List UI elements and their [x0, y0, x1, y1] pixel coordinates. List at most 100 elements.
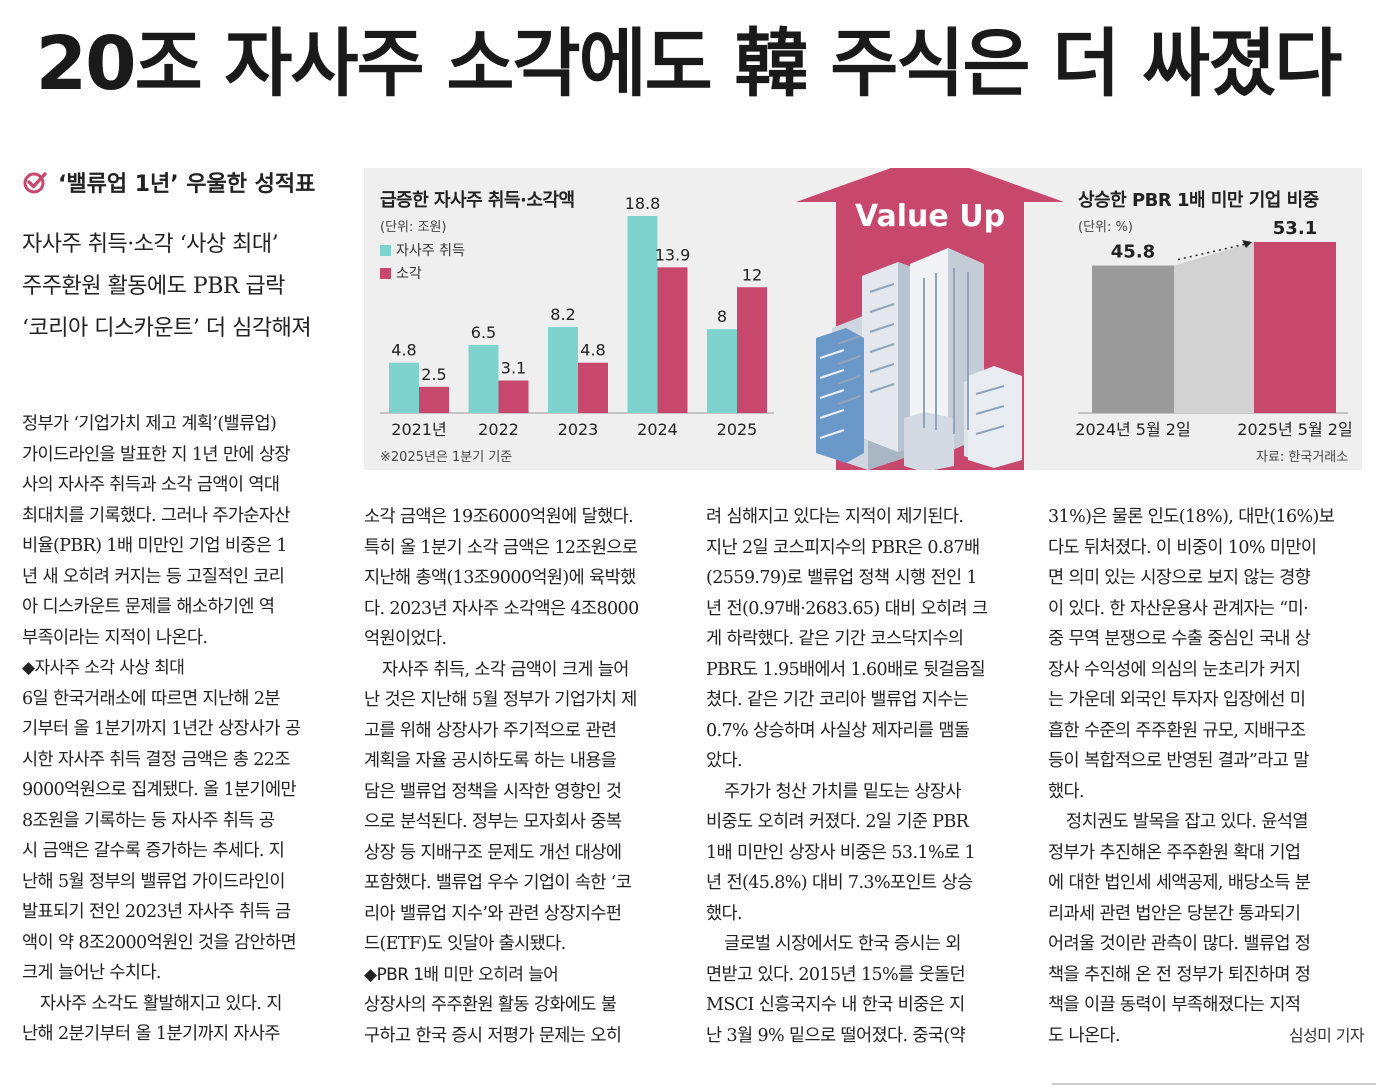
article-column-1: 정부가 ‘기업가치 제고 계획’(밸류업) 가이드라인을 발표한 지 1년 만에 … — [22, 409, 338, 1050]
category-label: 2025 — [717, 420, 758, 439]
bar-acquisition — [627, 216, 658, 413]
text-line: 난 것은 지난해 5월 정부가 기업가치 제 — [364, 690, 637, 710]
text-line: 다. 2023년 자사주 소각액은 4조8000 — [364, 598, 639, 619]
legend-label: 소각 — [396, 266, 422, 282]
left-chart-unit: (단위: 조원) — [380, 220, 447, 235]
bar-value-label: 4.8 — [391, 341, 416, 360]
text-line: 고를 위해 상장사가 주기적으로 관련 — [364, 720, 617, 741]
text-line: 최대치를 기록했다. 그러나 주가순자산 — [22, 505, 290, 526]
article-column-3: 려 심해지고 있다는 지적이 제기된다. 지난 2일 코스피지수의 PBR은 0.… — [706, 502, 1022, 1051]
bar-2025 — [1254, 242, 1336, 413]
right-chart-title: 상승한 PBR 1배 미만 기업 비중 — [1078, 190, 1319, 211]
text-line: 어려울 것이란 관측이 많다. 밸류업 정 — [1048, 934, 1311, 954]
text-line: 리아 밸류업 지수’와 관련 상장지수펀 — [364, 903, 622, 924]
text-line: 에 대한 법인세 세액공제, 배당소득 분 — [1048, 873, 1311, 893]
text-line: 다도 뒤처졌다. 이 비중이 10% 미만이 — [1048, 537, 1317, 558]
text-line: 6일 한국거래소에 따르면 지난해 2분 — [22, 688, 281, 709]
text-line: 리과세 관련 법안은 당분간 통과되기 — [1048, 903, 1301, 924]
text-line: 도 나온다. 심성미 기자 — [1048, 1021, 1365, 1052]
text-line: 기부터 올 1분기까지 1년간 상장사가 공 — [22, 719, 301, 739]
text-line: 시 금액은 갈수록 증가하는 추세다. 지 — [22, 841, 285, 861]
bar-value-label: 18.8 — [625, 194, 661, 213]
bar-cancellation — [657, 267, 688, 413]
legend-swatch — [380, 244, 391, 256]
source-note: 자료: 한국거래소 — [1256, 450, 1349, 465]
text-line: 자사주 소각도 활발해지고 있다. 지 — [40, 993, 282, 1014]
text-line: 글로벌 시장에서도 한국 증시는 외 — [724, 934, 961, 954]
text-line: 년 전(0.97배·2683.65) 대비 오히려 크 — [706, 598, 988, 619]
category-label: 2023 — [558, 420, 599, 439]
text-line: 억원이었다. — [364, 629, 447, 649]
text-line: 담은 밸류업 정책을 시작한 영향인 것 — [364, 781, 622, 802]
text-line: 년 새 오히려 커지는 등 고질적인 코리 — [22, 566, 285, 587]
headline: 20조 자사주 소각에도 韓 주식은 더 싸졌다 — [35, 21, 1343, 107]
left-chart-title: 급증한 자사주 취득·소각액 — [380, 190, 575, 211]
text-line: 게 하락했다. 같은 기간 코스닥지수의 — [706, 629, 964, 649]
section-heading: ◆자사주 소각 사상 최대 — [22, 658, 185, 678]
article-column-2: 소각 금액은 19조6000억원에 달했다. 특히 올 1분기 소각 금액은 12… — [364, 502, 680, 1051]
text-line: 면 의미 있는 시장으로 보지 않는 경향 — [1048, 568, 1311, 588]
kicker-text: ‘밸류업 1년’ 우울한 성적표 — [58, 172, 316, 197]
text-line: 크게 늘어난 수치다. — [22, 963, 161, 983]
text-line: 비중도 오히려 커졌다. 2일 기준 PBR — [706, 812, 969, 832]
text-line: 흡한 수준의 주주환원 규모, 지배구조 — [1048, 720, 1306, 741]
buildings-illustration — [816, 248, 1022, 470]
legend-cancellation: 소각 — [380, 263, 422, 283]
bar-2024 — [1092, 265, 1174, 413]
section-heading: ◆PBR 1배 미만 오히려 늘어 — [364, 964, 559, 985]
bar-value-label: 12 — [742, 265, 762, 284]
text-line: 8조원을 기록하는 등 자사주 취득 공 — [22, 810, 275, 831]
bar-cancellation — [737, 287, 767, 413]
bar-value-label: 45.8 — [1111, 242, 1155, 263]
text-line: 구하고 한국 증시 저평가 문제는 오히 — [364, 1025, 622, 1046]
byline: 심성미 기자 — [1288, 1025, 1365, 1045]
text-line: 액이 약 8조2000억원인 것을 감안하면 — [22, 932, 297, 953]
bar-value-label: 13.9 — [655, 245, 691, 264]
text-line: 쳤다. 같은 기간 코리아 밸류업 지수는 — [706, 690, 969, 710]
subhead-line: ‘코리아 디스카운트’ 더 심각해져 — [22, 316, 312, 341]
text-line: 9000억원으로 집계됐다. 올 1분기에만 — [22, 780, 297, 800]
chart-canvas: Value Up — [380, 168, 1353, 470]
text-line: 0.7% 상승하며 사실상 제자리를 맴돌 — [706, 720, 970, 741]
text-line: 년 전(45.8%) 대비 7.3%포인트 상승 — [706, 873, 973, 893]
bar-value-label: 2.5 — [421, 365, 446, 384]
text-line: 등이 복합적으로 반영된 결과”라고 말 — [1048, 751, 1309, 771]
text-line: 지난 2일 코스피지수의 PBR은 0.87배 — [706, 537, 980, 558]
text-line: 정치권도 발목을 잡고 있다. 윤석열 — [1066, 812, 1308, 832]
bar-value-label: 53.1 — [1273, 218, 1317, 239]
text-line: 책을 추진해 온 전 정부가 퇴진하며 정 — [1048, 964, 1311, 985]
category-label: 2025년 5월 2일 — [1237, 420, 1352, 439]
text-line: 포함했다. 밸류업 우수 기업이 속한 ‘코 — [364, 873, 632, 893]
text-line: 했다. — [1048, 781, 1085, 802]
bar-value-label: 8.2 — [550, 305, 575, 324]
text-line: 가이드라인을 발표한 지 1년 만에 상장 — [22, 444, 290, 465]
text-line: 면받고 있다. 2015년 15%를 웃돌던 — [706, 964, 966, 985]
text-line: PBR도 1.95배에서 1.60배로 뒷걸음질 — [706, 659, 986, 680]
text-line: 았다. — [706, 751, 743, 771]
subhead: 자사주 취득·소각 ‘사상 최대’ 주주환원 활동에도 PBR 급락 ‘코리아 … — [22, 224, 352, 350]
bar-acquisition — [548, 327, 578, 413]
text-line: 발표되기 전인 2023년 자사주 취득 금 — [22, 902, 291, 922]
category-label: 2024년 5월 2일 — [1075, 420, 1190, 439]
legend-label: 자사주 취득 — [396, 243, 465, 259]
check-circle-icon — [23, 172, 47, 194]
text-line: 소각 금액은 19조6000억원에 달했다. — [364, 507, 634, 527]
right-chart-unit: (단위: %) — [1078, 220, 1133, 235]
text-line: MSCI 신흥국지수 내 한국 비중은 지 — [706, 995, 965, 1015]
text-line: 계획을 자율 공시하도록 하는 내용을 — [364, 751, 617, 771]
text-line: 1배 미만인 상장사 비중은 53.1%로 1 — [706, 842, 976, 863]
text-line: 사의 자사주 취득과 소각 금액이 역대 — [22, 475, 280, 495]
text-line: 시한 자사주 취득 결정 금액은 총 22조 — [22, 749, 290, 770]
bar-value-label: 4.8 — [580, 341, 605, 360]
text-line: 중 무역 분쟁으로 수출 중심인 국내 상 — [1048, 629, 1311, 649]
text-line: 정부가 추진해온 주주환원 확대 기업 — [1048, 842, 1301, 863]
text-line: 아 디스카운트 문제를 해소하기엔 역 — [22, 597, 275, 617]
text-line: 부족이라는 지적이 나온다. — [22, 627, 208, 648]
bottom-rule — [1052, 1083, 1376, 1085]
category-label: 2022 — [478, 420, 519, 439]
text-line: 으로 분석된다. 정부는 모자회사 중복 — [364, 812, 622, 832]
kicker: ‘밸류업 1년’ 우울한 성적표 — [22, 166, 315, 198]
trend-area — [1174, 242, 1254, 413]
trend-arrowhead — [1242, 240, 1252, 248]
text-line: 드(ETF)도 잇달아 출시됐다. — [364, 934, 566, 954]
